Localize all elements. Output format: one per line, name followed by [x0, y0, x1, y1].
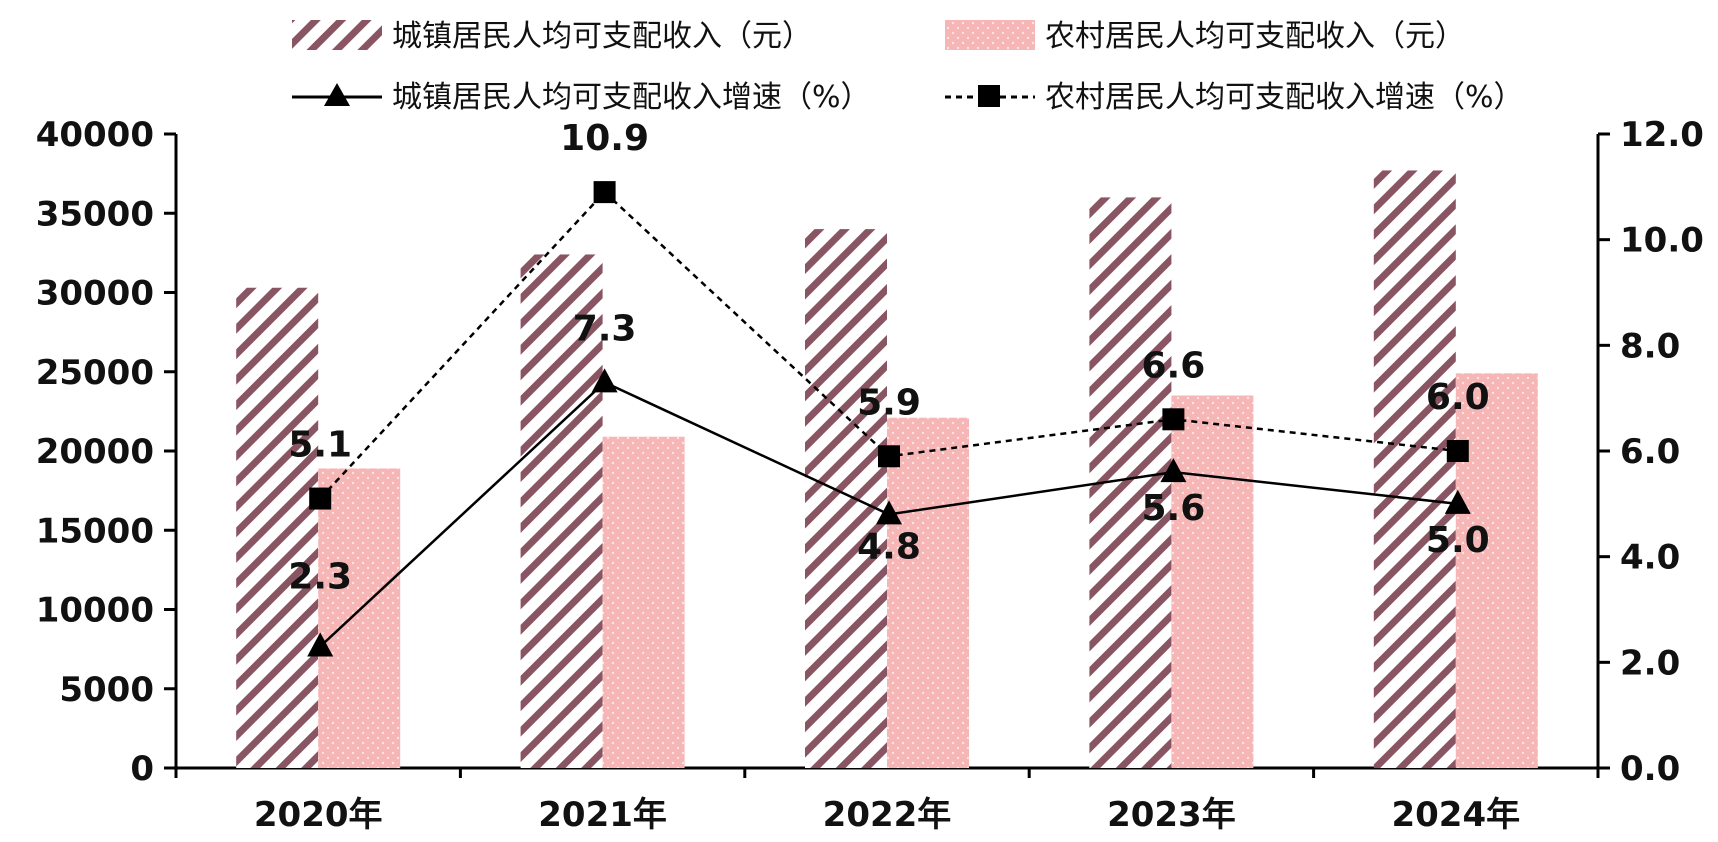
x-tick-label: 2023年: [1107, 795, 1236, 835]
left-tick-label: 20000: [36, 432, 154, 472]
legend-item-urban-growth: 城镇居民人均可支配收入增速（%）: [292, 80, 871, 115]
data-label-urban-growth: 5.6: [1142, 488, 1206, 529]
legend-label-rural-growth: 农村居民人均可支配收入增速（%）: [1045, 80, 1524, 115]
data-label-rural-growth: 6.6: [1142, 345, 1206, 386]
data-label-urban-growth: 5.0: [1426, 520, 1490, 561]
marker-urban-growth: [591, 368, 618, 393]
left-axis-ticks: 0 5000 10000 15000 20000 25000 30000 35000 40000: [36, 115, 176, 789]
left-tick-label: 30000: [36, 274, 154, 314]
bar-rural-income: [1171, 395, 1254, 768]
marker-rural-growth: [593, 181, 616, 204]
legend-item-rural-income: 农村居民人均可支配收入（元）: [945, 19, 1465, 54]
bars: [236, 170, 1538, 769]
bar-rural-income: [887, 417, 969, 768]
right-tick-label: 4.0: [1620, 538, 1680, 578]
left-tick-label: 35000: [36, 194, 154, 234]
legend: 城镇居民人均可支配收入（元） 农村居民人均可支配收入（元） 城镇居民人均可支配收…: [292, 19, 1524, 115]
marker-rural-growth: [878, 445, 900, 468]
legend-item-rural-growth: 农村居民人均可支配收入增速（%）: [945, 80, 1524, 115]
data-label-rural-growth: 6.0: [1426, 377, 1490, 418]
data-labels: 5.1 10.9 5.9 6.6 6.0 2.3 7.3 4.8 5.6 5.0: [288, 118, 1489, 597]
marker-urban-growth: [307, 632, 334, 657]
x-tick-label: 2020年: [254, 795, 383, 835]
marker-urban-growth: [1160, 458, 1187, 483]
x-tick-label: 2024年: [1391, 795, 1520, 835]
data-label-urban-growth: 4.8: [857, 526, 921, 567]
legend-label-urban-growth: 城镇居民人均可支配收入增速（%）: [392, 80, 871, 115]
legend-swatch-rural-income: [945, 20, 1035, 50]
bar-urban-income: [1373, 170, 1456, 768]
x-tick-label: 2022年: [823, 795, 952, 835]
data-label-rural-growth: 5.9: [857, 382, 921, 423]
data-label-rural-growth: 10.9: [560, 118, 649, 159]
square-marker-icon: [978, 85, 1000, 107]
right-tick-label: 10.0: [1620, 221, 1704, 261]
data-label-urban-growth: 7.3: [573, 308, 637, 349]
left-tick-label: 25000: [36, 353, 154, 393]
right-tick-label: 0.0: [1620, 749, 1680, 789]
bar-rural-income: [318, 468, 401, 768]
bar-urban-income: [520, 254, 603, 768]
left-tick-label: 10000: [36, 591, 154, 631]
marker-rural-growth: [1446, 440, 1469, 462]
right-tick-label: 8.0: [1620, 326, 1680, 366]
bar-rural-income: [1455, 373, 1538, 768]
right-tick-label: 6.0: [1620, 432, 1680, 472]
right-tick-label: 2.0: [1620, 643, 1680, 683]
left-tick-label: 15000: [36, 511, 154, 551]
left-tick-label: 0: [130, 749, 154, 789]
bar-urban-income: [236, 287, 319, 768]
growth-markers: [307, 181, 1471, 657]
marker-rural-growth: [1162, 408, 1185, 431]
left-tick-label: 40000: [36, 115, 154, 155]
legend-item-urban-income: 城镇居民人均可支配收入（元）: [292, 19, 812, 54]
legend-label-rural-income: 农村居民人均可支配收入（元）: [1045, 19, 1465, 54]
right-tick-label: 12.0: [1620, 115, 1704, 155]
data-label-urban-growth: 2.3: [288, 556, 352, 597]
right-axis-ticks: 0.0 2.0 4.0 6.0 8.0 10.0 12.0: [1598, 115, 1704, 789]
legend-label-urban-income: 城镇居民人均可支配收入（元）: [392, 19, 812, 54]
data-label-rural-growth: 5.1: [288, 425, 352, 466]
marker-urban-growth: [1444, 489, 1471, 514]
bar-rural-income: [602, 436, 685, 768]
legend-swatch-urban-income: [292, 20, 382, 50]
bar-urban-income: [805, 229, 887, 769]
x-axis-ticks: 2020年 2021年 2022年 2023年 2024年: [174, 768, 1600, 835]
x-tick-label: 2021年: [538, 795, 667, 835]
triangle-marker-icon: [324, 83, 350, 106]
marker-urban-growth: [876, 500, 902, 525]
left-tick-label: 5000: [59, 670, 154, 710]
marker-rural-growth: [309, 487, 332, 510]
